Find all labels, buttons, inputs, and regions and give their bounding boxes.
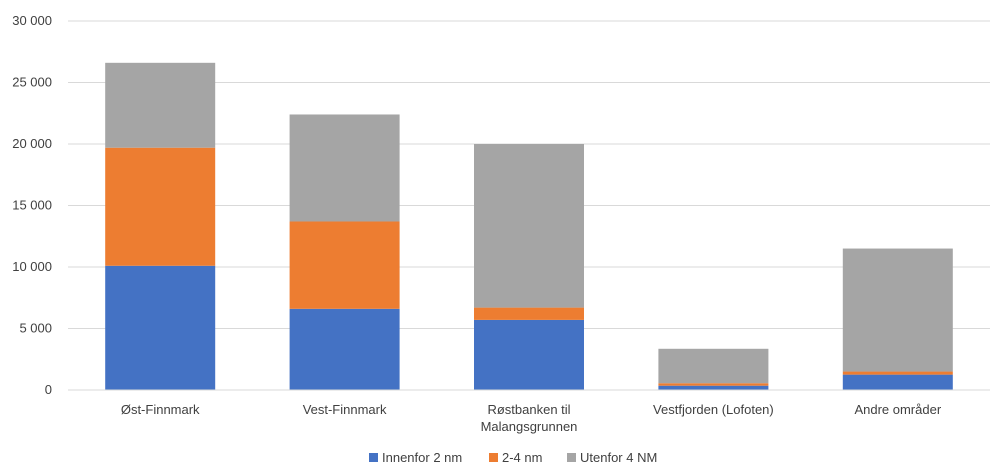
legend-label: Utenfor 4 NM <box>580 450 657 465</box>
bar-segment-2-category-5 <box>842 371 953 375</box>
bar-segment-2-category-1 <box>105 147 216 266</box>
bar-segment-2-category-4 <box>658 383 769 386</box>
bar-segment-1-category-5 <box>842 374 953 390</box>
bar-segment-2-category-3 <box>474 307 584 320</box>
bar-segment-1-category-4 <box>658 385 769 390</box>
bar-segment-2-category-2 <box>289 221 400 309</box>
x-category-label: Øst-Finnmark <box>121 402 200 417</box>
x-axis-category-labels: Øst-Finnmark Vest-Finnmark Røstbanken til M… <box>121 402 942 434</box>
bar-segment-3-category-5 <box>842 248 953 372</box>
bar-segment-1-category-3 <box>474 319 584 390</box>
legend: Innenfor 2 nm 2-4 nm Utenfor 4 NM <box>369 450 657 465</box>
x-category-label: Røstbanken til <box>487 402 570 417</box>
legend-label: Innenfor 2 nm <box>382 450 462 465</box>
y-axis-tick-labels: 0 5 000 10 000 15 000 20 000 25 000 30 000 <box>12 13 52 397</box>
bar-segment-1-category-1 <box>105 265 216 390</box>
x-category-label: Andre områder <box>854 402 941 417</box>
bar-segment-3-category-3 <box>474 144 584 308</box>
y-tick-label: 5 000 <box>19 321 52 336</box>
y-tick-label: 30 000 <box>12 13 52 28</box>
legend-swatch <box>489 453 498 462</box>
x-category-label: Vest-Finnmark <box>303 402 387 417</box>
legend-label: 2-4 nm <box>502 450 542 465</box>
bar-segment-3-category-1 <box>105 62 216 148</box>
y-tick-label: 15 000 <box>12 198 52 213</box>
bar-segment-1-category-2 <box>289 308 400 390</box>
x-category-label: Vestfjorden (Lofoten) <box>653 402 774 417</box>
bars <box>105 62 953 390</box>
legend-swatch <box>567 453 576 462</box>
bar-segment-3-category-4 <box>658 348 769 384</box>
y-tick-label: 0 <box>45 382 52 397</box>
y-tick-label: 25 000 <box>12 75 52 90</box>
y-tick-label: 10 000 <box>12 259 52 274</box>
y-tick-label: 20 000 <box>12 136 52 151</box>
legend-swatch <box>369 453 378 462</box>
x-category-label: Malangsgrunnen <box>481 419 578 434</box>
bar-segment-3-category-2 <box>289 114 400 222</box>
